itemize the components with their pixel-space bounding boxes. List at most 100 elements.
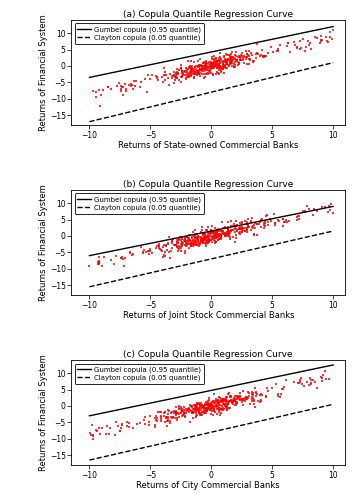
Point	[219, 56, 225, 64]
Point	[214, 410, 220, 418]
Point	[166, 410, 171, 418]
Point	[292, 40, 298, 48]
Point	[167, 254, 173, 262]
Point	[213, 239, 218, 247]
Point	[206, 396, 212, 404]
Point	[162, 408, 168, 416]
Point	[232, 224, 238, 232]
Point	[130, 84, 135, 92]
Point	[260, 52, 266, 60]
Point	[211, 228, 217, 235]
Point	[296, 380, 302, 388]
Point	[183, 66, 188, 74]
Point	[215, 61, 220, 69]
Point	[250, 224, 256, 232]
Point	[234, 58, 239, 66]
Point	[192, 401, 198, 409]
Point	[229, 56, 235, 64]
Point	[183, 236, 189, 244]
Point	[198, 410, 204, 418]
Point	[208, 402, 214, 410]
Point	[227, 397, 233, 405]
Point	[174, 416, 180, 424]
Point	[176, 76, 182, 84]
Point	[221, 228, 226, 235]
Point	[197, 62, 203, 70]
Point	[188, 68, 194, 76]
Point	[209, 62, 214, 70]
Point	[122, 262, 127, 270]
Point	[188, 72, 194, 80]
Point	[195, 406, 201, 414]
Point	[172, 241, 177, 249]
Point	[134, 420, 140, 428]
Point	[111, 260, 116, 268]
Point	[194, 234, 199, 242]
Point	[201, 58, 206, 66]
Point	[322, 368, 328, 376]
Point	[322, 203, 328, 211]
Point	[225, 55, 231, 63]
Point	[317, 39, 323, 47]
Point	[193, 402, 198, 410]
Point	[209, 402, 215, 409]
Point	[201, 233, 207, 241]
Point	[215, 230, 220, 237]
Point	[232, 58, 237, 66]
Point	[237, 392, 243, 400]
Point	[219, 228, 224, 235]
Point	[223, 230, 229, 238]
Point	[209, 404, 215, 411]
Point	[229, 226, 235, 234]
Point	[165, 240, 171, 248]
Point	[211, 62, 217, 70]
Point	[232, 228, 238, 236]
Point	[183, 405, 189, 413]
Point	[239, 398, 245, 406]
Point	[109, 256, 114, 264]
Point	[206, 69, 211, 77]
Point	[182, 408, 188, 416]
Point	[221, 229, 227, 237]
Point	[173, 68, 178, 76]
Point	[158, 412, 164, 420]
Point	[200, 230, 205, 238]
Point	[211, 60, 217, 68]
Point	[207, 402, 213, 409]
Point	[211, 406, 216, 413]
Point	[227, 236, 232, 244]
Point	[299, 380, 305, 388]
Point	[202, 400, 208, 408]
Point	[188, 66, 194, 74]
Point	[281, 383, 287, 391]
Point	[231, 397, 237, 405]
Point	[251, 397, 257, 405]
Point	[203, 58, 209, 66]
Point	[262, 220, 267, 228]
Point	[208, 58, 214, 66]
Point	[161, 253, 166, 261]
Point	[192, 240, 197, 248]
Point	[230, 398, 236, 406]
Point	[176, 404, 182, 412]
Point	[214, 399, 220, 407]
Point	[228, 393, 234, 401]
Point	[188, 402, 194, 410]
Point	[236, 392, 241, 400]
Point	[203, 64, 209, 72]
Point	[257, 218, 262, 226]
Point	[212, 408, 218, 416]
Point	[210, 402, 216, 409]
Point	[201, 65, 206, 73]
Point	[208, 402, 214, 410]
Point	[212, 230, 218, 237]
Point	[152, 423, 158, 431]
Point	[182, 246, 187, 254]
Point	[298, 374, 304, 382]
Point	[249, 214, 255, 222]
Point	[240, 228, 245, 235]
Point	[236, 52, 242, 60]
Point	[219, 227, 225, 235]
Point	[127, 248, 133, 256]
Point	[181, 402, 187, 410]
